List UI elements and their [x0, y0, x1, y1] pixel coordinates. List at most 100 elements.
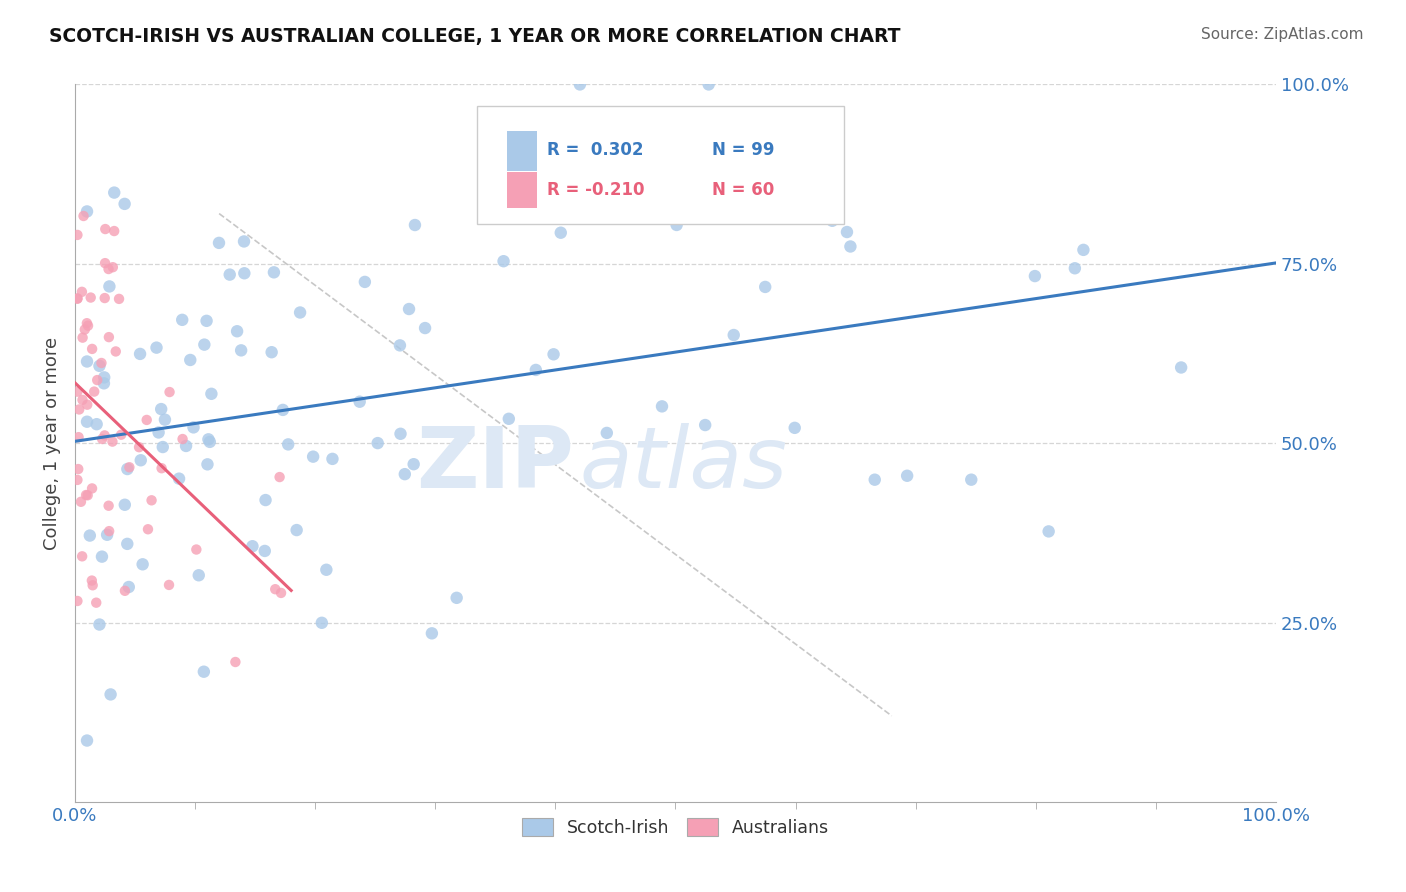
- Point: [254, 493, 277, 508]
- Point: [1073, 243, 1095, 257]
- Point: [651, 400, 673, 414]
- Point: [224, 655, 246, 669]
- Point: [70, 495, 93, 509]
- Legend: Scotch-Irish, Australians: Scotch-Irish, Australians: [515, 811, 837, 844]
- Point: [131, 558, 153, 572]
- Point: [136, 522, 159, 536]
- Point: [82, 342, 104, 356]
- Point: [172, 313, 194, 327]
- Point: [135, 413, 157, 427]
- Point: [97, 499, 120, 513]
- Text: N = 60: N = 60: [711, 181, 773, 199]
- Point: [98, 279, 121, 293]
- Point: [349, 394, 371, 409]
- Point: [288, 305, 311, 319]
- Point: [98, 524, 121, 538]
- Text: R = -0.210: R = -0.210: [547, 181, 644, 199]
- Point: [277, 437, 299, 451]
- Point: [150, 402, 173, 417]
- Text: R =  0.302: R = 0.302: [547, 142, 644, 160]
- Text: atlas: atlas: [579, 423, 787, 506]
- Point: [195, 314, 218, 328]
- Point: [114, 583, 136, 598]
- Point: [76, 415, 98, 429]
- Point: [66, 227, 89, 242]
- Point: [1038, 524, 1060, 539]
- Point: [103, 224, 125, 238]
- Point: [118, 460, 141, 475]
- FancyBboxPatch shape: [508, 131, 537, 170]
- Point: [179, 353, 201, 368]
- Point: [90, 356, 112, 370]
- Point: [492, 254, 515, 268]
- Point: [389, 426, 412, 441]
- FancyBboxPatch shape: [508, 172, 537, 208]
- Point: [172, 432, 194, 446]
- Point: [187, 568, 209, 582]
- Point: [193, 337, 215, 351]
- Point: [97, 330, 120, 344]
- Point: [67, 462, 90, 476]
- Point: [413, 321, 436, 335]
- Point: [150, 461, 173, 475]
- Point: [693, 116, 716, 130]
- Point: [157, 578, 180, 592]
- Point: [1170, 360, 1192, 375]
- Point: [80, 482, 103, 496]
- Point: [783, 421, 806, 435]
- Point: [264, 582, 287, 597]
- Point: [302, 450, 325, 464]
- Point: [72, 209, 94, 223]
- Point: [80, 574, 103, 588]
- Point: [863, 473, 886, 487]
- Point: [128, 440, 150, 454]
- Point: [233, 266, 256, 280]
- Point: [67, 430, 90, 444]
- Point: [394, 467, 416, 482]
- Point: [114, 197, 136, 211]
- Point: [253, 544, 276, 558]
- Point: [91, 432, 114, 446]
- Point: [76, 398, 98, 412]
- Point: [271, 403, 294, 417]
- Point: [76, 354, 98, 368]
- Point: [93, 428, 115, 442]
- Point: [110, 427, 132, 442]
- Point: [152, 440, 174, 454]
- Point: [101, 434, 124, 449]
- Point: [104, 344, 127, 359]
- Point: [94, 222, 117, 236]
- Point: [446, 591, 468, 605]
- Point: [174, 439, 197, 453]
- Point: [404, 218, 426, 232]
- Point: [388, 338, 411, 352]
- Point: [67, 402, 90, 417]
- Point: [108, 292, 131, 306]
- Point: [66, 473, 89, 487]
- Point: [200, 386, 222, 401]
- Point: [70, 285, 93, 299]
- Point: [193, 665, 215, 679]
- Point: [260, 345, 283, 359]
- Y-axis label: College, 1 year or more: College, 1 year or more: [44, 336, 60, 549]
- Point: [285, 523, 308, 537]
- Point: [226, 324, 249, 338]
- Point: [218, 268, 240, 282]
- Point: [315, 563, 337, 577]
- Point: [83, 384, 105, 399]
- Point: [153, 412, 176, 426]
- Text: ZIP: ZIP: [416, 423, 574, 506]
- Point: [70, 549, 93, 564]
- Point: [129, 453, 152, 467]
- Point: [697, 78, 720, 92]
- Point: [321, 451, 343, 466]
- Point: [129, 347, 152, 361]
- Point: [402, 457, 425, 471]
- Point: [141, 493, 163, 508]
- Point: [723, 328, 745, 343]
- Point: [960, 473, 983, 487]
- Point: [498, 412, 520, 426]
- Point: [353, 275, 375, 289]
- Point: [839, 239, 862, 253]
- Point: [89, 617, 111, 632]
